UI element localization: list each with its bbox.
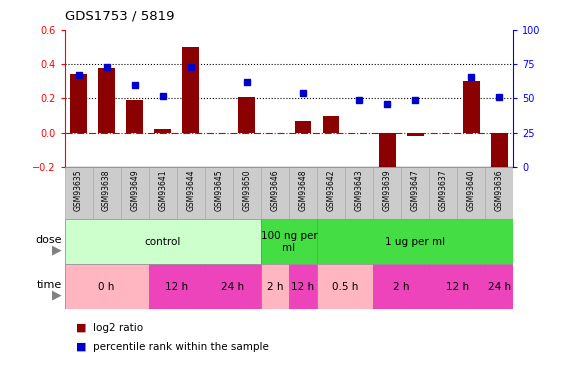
- Bar: [149, 264, 205, 309]
- Text: GSM93636: GSM93636: [495, 170, 504, 211]
- Bar: [98, 68, 115, 133]
- Bar: [65, 264, 149, 309]
- Bar: [261, 167, 289, 219]
- Text: 0.5 h: 0.5 h: [332, 282, 358, 292]
- Bar: [485, 167, 513, 219]
- Text: GSM93637: GSM93637: [439, 170, 448, 211]
- Text: control: control: [145, 237, 181, 247]
- Text: GSM93635: GSM93635: [74, 170, 83, 211]
- Text: GSM93648: GSM93648: [298, 170, 307, 211]
- Text: 2 h: 2 h: [393, 282, 410, 292]
- Bar: [289, 264, 317, 309]
- Text: ■: ■: [76, 323, 86, 333]
- Text: 12 h: 12 h: [291, 282, 315, 292]
- Text: GSM93650: GSM93650: [242, 170, 251, 211]
- Bar: [177, 167, 205, 219]
- Text: ■: ■: [76, 342, 86, 352]
- Bar: [149, 167, 177, 219]
- Text: GSM93647: GSM93647: [411, 170, 420, 211]
- Text: 2 h: 2 h: [266, 282, 283, 292]
- Bar: [233, 167, 261, 219]
- Text: percentile rank within the sample: percentile rank within the sample: [93, 342, 269, 352]
- Text: GSM93645: GSM93645: [214, 170, 223, 211]
- Bar: [345, 167, 373, 219]
- Bar: [379, 133, 396, 170]
- Text: 24 h: 24 h: [221, 282, 245, 292]
- Bar: [65, 167, 93, 219]
- Bar: [205, 167, 233, 219]
- Bar: [238, 97, 255, 133]
- Bar: [121, 167, 149, 219]
- Text: dose: dose: [35, 235, 62, 245]
- Text: GSM93643: GSM93643: [355, 170, 364, 211]
- Text: 12 h: 12 h: [165, 282, 188, 292]
- Bar: [491, 133, 508, 170]
- Bar: [126, 100, 143, 133]
- Text: time: time: [36, 280, 62, 290]
- Bar: [457, 167, 485, 219]
- Bar: [317, 264, 373, 309]
- Text: GSM93646: GSM93646: [270, 170, 279, 211]
- Text: ▶: ▶: [52, 289, 62, 302]
- Text: GSM93639: GSM93639: [383, 170, 392, 211]
- Bar: [407, 133, 424, 136]
- Bar: [205, 264, 261, 309]
- Text: 24 h: 24 h: [488, 282, 511, 292]
- Text: 12 h: 12 h: [445, 282, 469, 292]
- Text: GSM93642: GSM93642: [327, 170, 335, 211]
- Bar: [93, 167, 121, 219]
- Text: 100 ng per
ml: 100 ng per ml: [260, 231, 318, 253]
- Text: GSM93638: GSM93638: [102, 170, 111, 211]
- Text: GSM93649: GSM93649: [130, 170, 139, 211]
- Bar: [323, 116, 339, 133]
- Bar: [182, 47, 199, 133]
- Bar: [70, 75, 87, 133]
- Text: GSM93644: GSM93644: [186, 170, 195, 211]
- Bar: [463, 81, 480, 133]
- Bar: [295, 121, 311, 133]
- Text: GDS1753 / 5819: GDS1753 / 5819: [65, 9, 174, 22]
- Bar: [317, 167, 345, 219]
- Text: ▶: ▶: [52, 244, 62, 256]
- Bar: [317, 219, 513, 264]
- Text: 0 h: 0 h: [98, 282, 115, 292]
- Text: 1 ug per ml: 1 ug per ml: [385, 237, 445, 247]
- Bar: [289, 167, 317, 219]
- Text: GSM93640: GSM93640: [467, 170, 476, 211]
- Bar: [261, 264, 289, 309]
- Bar: [429, 264, 485, 309]
- Bar: [373, 264, 429, 309]
- Bar: [154, 129, 171, 133]
- Bar: [429, 167, 457, 219]
- Bar: [373, 167, 401, 219]
- Text: GSM93641: GSM93641: [158, 170, 167, 211]
- Bar: [401, 167, 429, 219]
- Text: log2 ratio: log2 ratio: [93, 323, 142, 333]
- Bar: [65, 219, 261, 264]
- Bar: [485, 264, 513, 309]
- Bar: [261, 219, 317, 264]
